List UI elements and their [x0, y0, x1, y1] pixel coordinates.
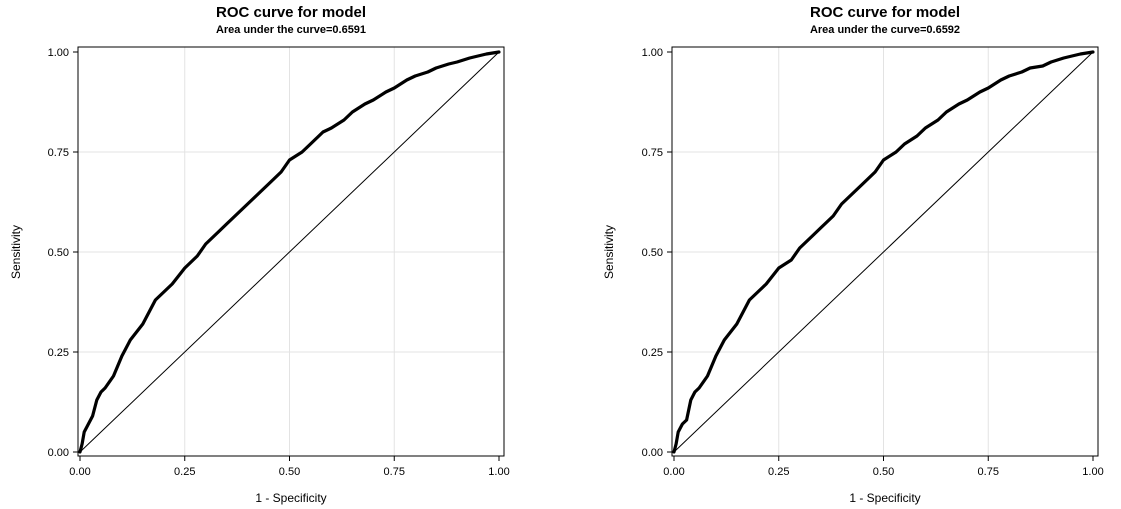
x-tick-label: 1.00	[1082, 466, 1103, 478]
y-axis-label: Sensitivity	[602, 225, 616, 279]
x-tick-label: 0.25	[174, 466, 195, 478]
chart-subtitle: Area under the curve=0.6592	[810, 24, 960, 36]
y-axis-label: Sensitivity	[9, 225, 23, 279]
x-axis-label: 1 - Specificity	[849, 491, 920, 505]
y-tick-label: 0.75	[48, 147, 69, 159]
x-tick-label: 0.00	[69, 466, 90, 478]
y-tick-label: 0.00	[642, 447, 663, 459]
y-tick-label: 1.00	[48, 47, 69, 59]
y-tick-label: 0.50	[48, 247, 69, 259]
roc-chart-right: ROC curve for model Area under the curve…	[560, 0, 1120, 509]
y-tick-label: 0.75	[642, 147, 663, 159]
chart-subtitle: Area under the curve=0.6591	[216, 24, 366, 36]
y-tick-label: 0.25	[642, 347, 663, 359]
roc-chart-right-svg: ROC curve for model Area under the curve…	[602, 4, 1104, 505]
reference-diagonal	[673, 51, 1094, 453]
y-tick-label: 0.00	[48, 447, 69, 459]
x-tick-label: 0.75	[384, 466, 405, 478]
roc-chart-left-svg: ROC curve for model Area under the curve…	[9, 4, 510, 505]
chart-title: ROC curve for model	[216, 4, 366, 21]
x-tick-label: 0.50	[279, 466, 300, 478]
y-tick-label: 0.50	[642, 247, 663, 259]
reference-diagonal	[79, 51, 500, 453]
roc-curve	[672, 50, 1095, 454]
x-tick-label: 0.75	[978, 466, 999, 478]
x-tick-label: 0.50	[873, 466, 894, 478]
roc-curve	[78, 50, 501, 454]
x-tick-label: 1.00	[488, 466, 509, 478]
roc-chart-left: ROC curve for model Area under the curve…	[0, 0, 560, 509]
chart-title: ROC curve for model	[810, 4, 960, 21]
x-tick-label: 0.00	[663, 466, 684, 478]
y-tick-label: 1.00	[642, 47, 663, 59]
plot-area: 0.00 0.25 0.50 0.75 1.00 0.00 0.25 0.50 0.75 1.00	[642, 46, 1104, 478]
x-tick-label: 0.25	[768, 466, 789, 478]
y-tick-label: 0.25	[48, 347, 69, 359]
x-axis-label: 1 - Specificity	[255, 491, 326, 505]
plot-area: 0.00 0.25 0.50 0.75 1.00 0.00 0.25 0.50 0.75 1.00	[48, 46, 510, 478]
